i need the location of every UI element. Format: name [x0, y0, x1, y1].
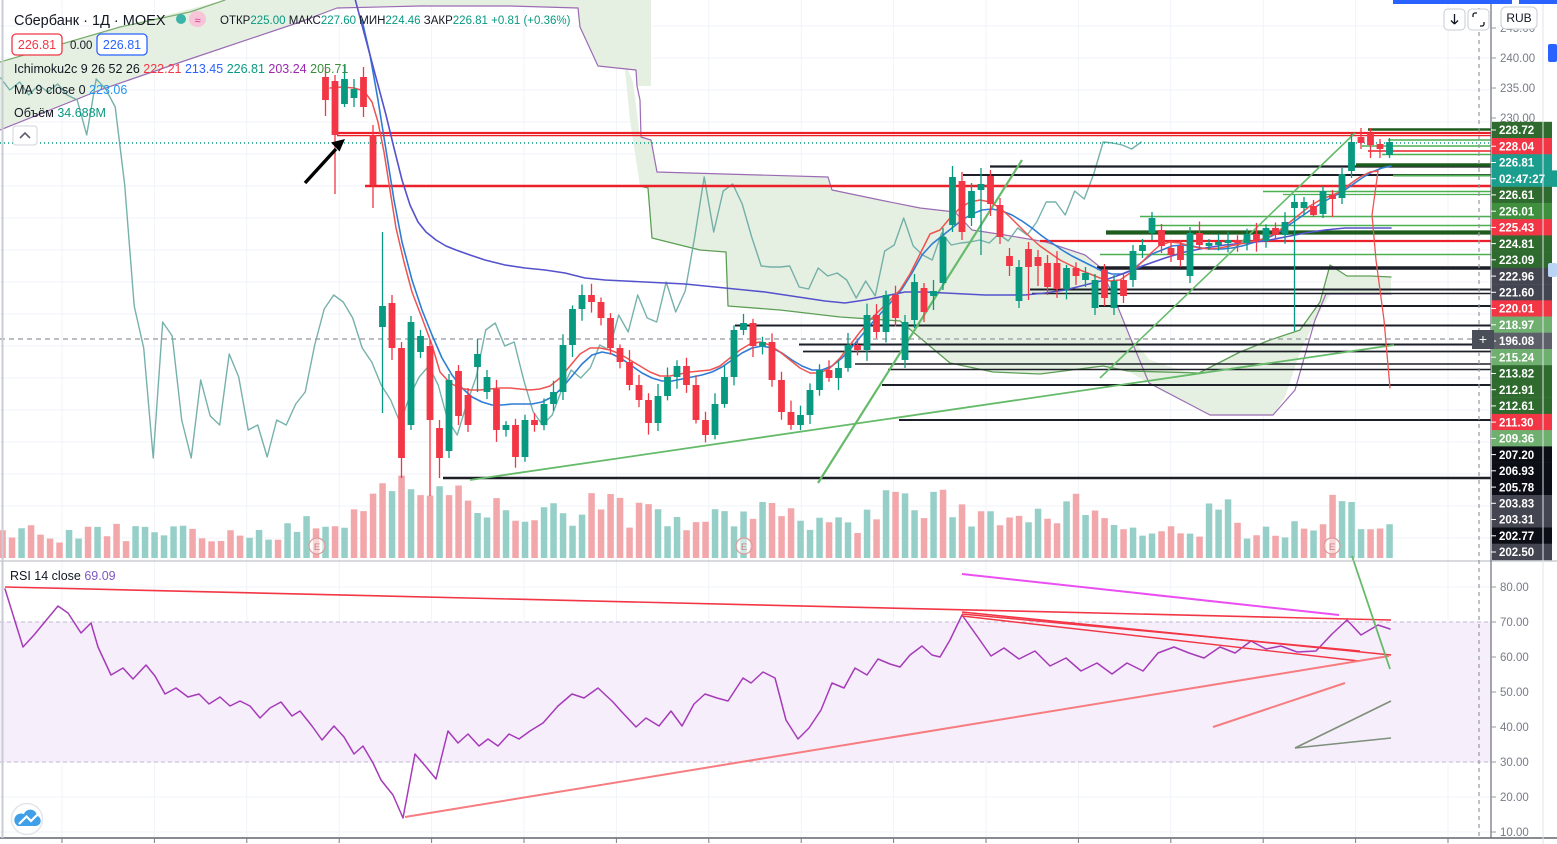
- svg-text:213.82: 213.82: [1499, 369, 1534, 381]
- svg-text:≈: ≈: [194, 15, 200, 27]
- svg-text:Сбербанк · 1Д · MOEX: Сбербанк · 1Д · MOEX: [14, 13, 166, 29]
- svg-text:205.78: 205.78: [1499, 482, 1535, 494]
- svg-text:E: E: [1329, 542, 1335, 553]
- svg-text:235.00: 235.00: [1500, 83, 1535, 95]
- svg-text:ОТКР225.00 МАКС227.60 МИН224.4: ОТКР225.00 МАКС227.60 МИН224.46 ЗАКР226.…: [220, 15, 571, 27]
- svg-text:225.43: 225.43: [1499, 223, 1534, 235]
- svg-text:228.04: 228.04: [1499, 141, 1535, 153]
- svg-text:196.08: 196.08: [1499, 336, 1535, 348]
- svg-text:218.97: 218.97: [1499, 320, 1534, 332]
- svg-text:226.81: 226.81: [103, 38, 141, 52]
- svg-text:10.00: 10.00: [1500, 827, 1529, 839]
- svg-text:207.20: 207.20: [1499, 450, 1534, 462]
- svg-text:Объём 34.688M: Объём 34.688M: [14, 106, 106, 120]
- svg-text:212.91: 212.91: [1499, 385, 1535, 397]
- svg-text:224.81: 224.81: [1499, 239, 1535, 251]
- svg-text:211.30: 211.30: [1499, 417, 1534, 429]
- svg-text:203.83: 203.83: [1499, 499, 1534, 511]
- svg-text:MA 9 close 0 223.06: MA 9 close 0 223.06: [14, 83, 127, 97]
- svg-text:220.01: 220.01: [1499, 304, 1535, 316]
- svg-text:226.81: 226.81: [1499, 158, 1535, 170]
- svg-text:RUB: RUB: [1506, 11, 1531, 25]
- svg-text:20.00: 20.00: [1500, 792, 1529, 804]
- svg-text:222.96: 222.96: [1499, 271, 1534, 283]
- svg-text:80.00: 80.00: [1500, 582, 1529, 594]
- svg-text:02:47:27: 02:47:27: [1499, 174, 1545, 186]
- svg-text:215.24: 215.24: [1499, 352, 1535, 364]
- svg-text:212.61: 212.61: [1499, 401, 1535, 413]
- svg-text:+: +: [1479, 331, 1487, 347]
- svg-text:60.00: 60.00: [1500, 652, 1529, 664]
- svg-text:Ichimoku2c 9 26 52 26 222.21: Ichimoku2c 9 26 52 26 222.21 213.45 226.…: [14, 62, 348, 76]
- svg-text:223.09: 223.09: [1499, 255, 1534, 267]
- svg-text:0.00: 0.00: [70, 40, 92, 52]
- svg-text:202.77: 202.77: [1499, 531, 1534, 543]
- svg-text:50.00: 50.00: [1500, 687, 1529, 699]
- svg-text:226.01: 226.01: [1499, 206, 1535, 218]
- svg-text:203.31: 203.31: [1499, 515, 1535, 527]
- svg-text:228.72: 228.72: [1499, 125, 1534, 137]
- svg-text:E: E: [741, 542, 747, 553]
- svg-text:40.00: 40.00: [1500, 722, 1529, 734]
- svg-text:202.50: 202.50: [1499, 547, 1534, 559]
- svg-text:70.00: 70.00: [1500, 617, 1529, 629]
- svg-text:30.00: 30.00: [1500, 757, 1529, 769]
- svg-text:RSI 14 close 69.09: RSI 14 close 69.09: [10, 569, 116, 583]
- svg-text:226.81: 226.81: [18, 38, 56, 52]
- svg-text:240.00: 240.00: [1500, 53, 1535, 65]
- svg-text:209.36: 209.36: [1499, 434, 1534, 446]
- svg-text:226.61: 226.61: [1499, 190, 1535, 202]
- svg-text:E: E: [314, 542, 320, 553]
- svg-text:221.60: 221.60: [1499, 288, 1534, 300]
- svg-text:206.93: 206.93: [1499, 466, 1534, 478]
